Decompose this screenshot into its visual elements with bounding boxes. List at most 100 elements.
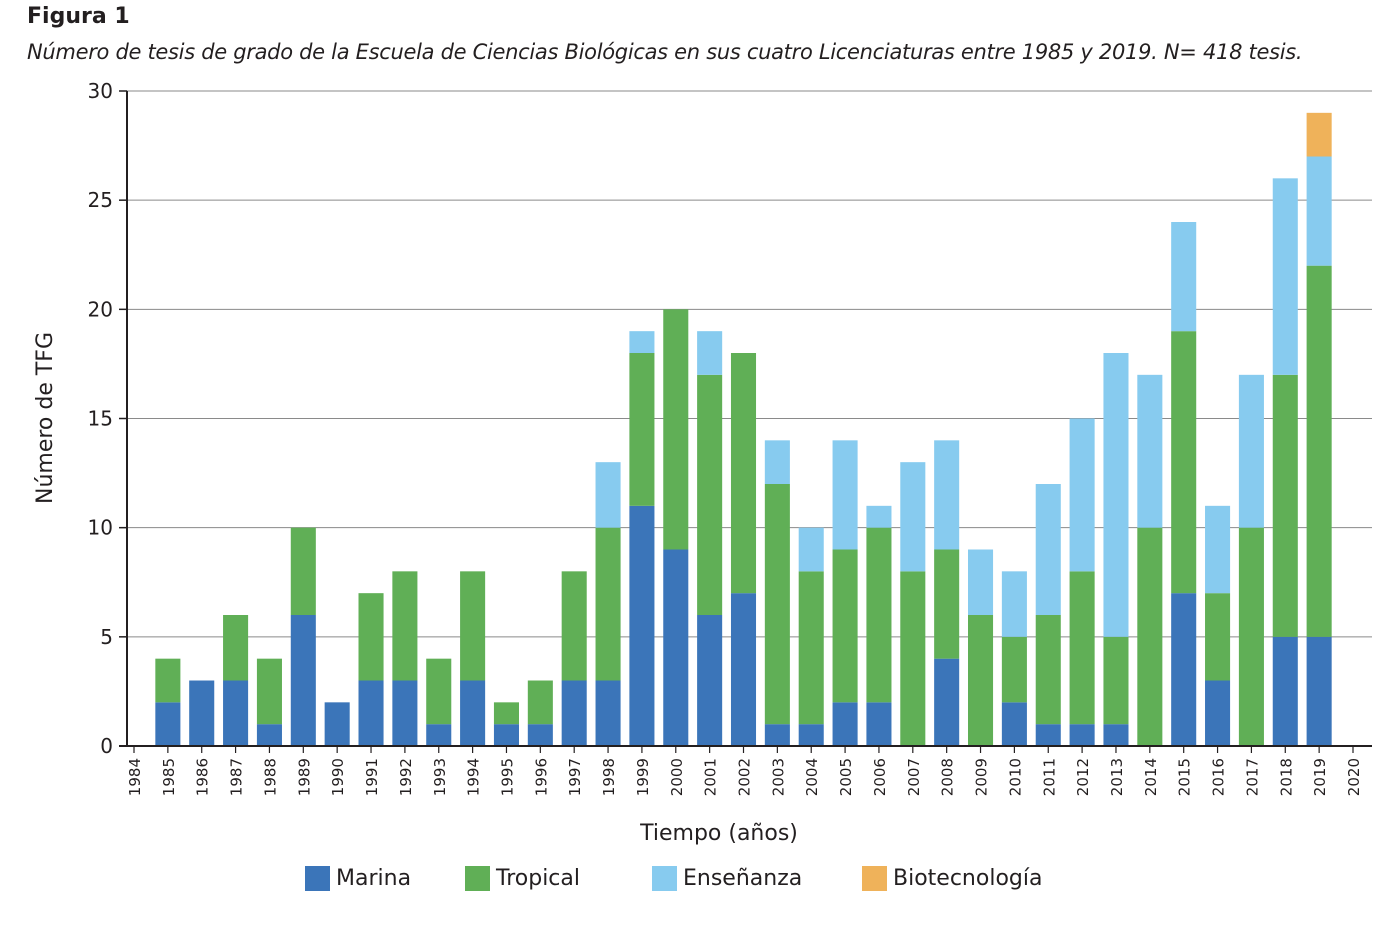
x-tick-label: 2019 bbox=[1311, 758, 1329, 796]
x-tick-label: 1998 bbox=[600, 758, 618, 796]
bar-marina-2012 bbox=[1069, 724, 1095, 746]
x-tick-label: 2018 bbox=[1277, 758, 1295, 796]
bar-tropical-2000 bbox=[663, 309, 689, 550]
bar-marina-2000 bbox=[663, 549, 689, 746]
bar-tropical-1992 bbox=[392, 571, 418, 681]
bar-biotecnolog-a-2019 bbox=[1306, 112, 1332, 157]
x-tick-label: 2009 bbox=[973, 758, 991, 796]
x-tick-label: 1997 bbox=[566, 758, 584, 796]
x-tick-label: 1995 bbox=[498, 758, 516, 796]
x-tick-label: 1989 bbox=[295, 758, 313, 796]
bar-ense-anza-1998 bbox=[595, 462, 621, 528]
bar-tropical-2003 bbox=[764, 484, 790, 725]
x-tick-label: 2017 bbox=[1243, 758, 1261, 796]
bar-tropical-1994 bbox=[460, 571, 486, 681]
y-tick-label: 0 bbox=[100, 734, 113, 758]
bar-tropical-1995 bbox=[493, 702, 520, 725]
legend-swatch bbox=[862, 866, 887, 891]
bar-marina-2008 bbox=[934, 658, 960, 746]
x-tick-label: 2011 bbox=[1040, 758, 1058, 796]
y-tick-label: 10 bbox=[88, 516, 113, 540]
bar-ense-anza-1999 bbox=[629, 331, 655, 353]
bar-marina-1994 bbox=[460, 680, 486, 746]
y-tick-label: 20 bbox=[88, 297, 113, 321]
bar-ense-anza-2016 bbox=[1205, 505, 1231, 594]
bar-tropical-1999 bbox=[629, 353, 655, 506]
x-tick-label: 2003 bbox=[769, 758, 787, 796]
bar-marina-1986 bbox=[189, 680, 215, 746]
bar-tropical-1987 bbox=[223, 615, 249, 681]
stacked-bar-chart: 0 5 10 15 20 25 30 1984 1985 1986 1987 1988 1989 1990… bbox=[33, 79, 1372, 846]
x-axis-title: Tiempo (años) bbox=[639, 821, 798, 846]
bar-ense-anza-2015 bbox=[1171, 222, 1197, 332]
bar-ense-anza-2010 bbox=[1001, 571, 1027, 637]
bar-marina-2019 bbox=[1306, 636, 1332, 746]
y-axis-title: Número de TFG bbox=[33, 332, 58, 504]
bar-ense-anza-2014 bbox=[1137, 374, 1163, 528]
x-tick-label: 2006 bbox=[871, 758, 889, 796]
bar-marina-2011 bbox=[1035, 724, 1061, 746]
legend-item-marina: Marina bbox=[305, 866, 411, 891]
bar-ense-anza-2006 bbox=[866, 505, 892, 528]
bar-marina-2016 bbox=[1205, 680, 1231, 746]
bar-ense-anza-2005 bbox=[832, 440, 858, 550]
x-tick-label: 2002 bbox=[736, 758, 754, 796]
legend-item-tropical: Tropical bbox=[465, 866, 580, 891]
figure-caption: Número de tesis de grado de la Escuela d… bbox=[27, 40, 1303, 64]
x-tick-label: 2007 bbox=[905, 758, 923, 796]
bar-tropical-2015 bbox=[1171, 331, 1197, 594]
bar-marina-1999 bbox=[629, 505, 655, 746]
x-tick-label: 1986 bbox=[194, 758, 212, 796]
bar-marina-1996 bbox=[527, 724, 553, 746]
bar-ense-anza-2019 bbox=[1306, 156, 1332, 266]
bar-tropical-2002 bbox=[730, 353, 757, 594]
x-tick-label: 1994 bbox=[465, 758, 483, 796]
x-tick-label: 1985 bbox=[160, 758, 178, 796]
x-tick-label: 2014 bbox=[1142, 758, 1160, 796]
legend-swatch bbox=[652, 866, 677, 891]
x-tick-label: 1992 bbox=[397, 758, 415, 796]
bar-marina-2010 bbox=[1001, 702, 1027, 746]
x-tick-label: 1991 bbox=[363, 758, 381, 796]
x-tick-label: 1996 bbox=[532, 758, 550, 796]
y-tick-label: 25 bbox=[88, 188, 113, 212]
x-tick-label: 2020 bbox=[1345, 758, 1363, 796]
bar-tropical-1985 bbox=[155, 658, 181, 703]
bar-ense-anza-2011 bbox=[1035, 484, 1061, 615]
bar-marina-1998 bbox=[595, 680, 621, 746]
bar-tropical-2018 bbox=[1272, 374, 1298, 637]
x-tick-label: 2004 bbox=[803, 758, 821, 796]
bar-marina-1991 bbox=[358, 680, 384, 746]
bar-marina-2013 bbox=[1103, 724, 1129, 746]
bar-tropical-2009 bbox=[967, 615, 994, 746]
bar-ense-anza-2018 bbox=[1272, 178, 1298, 375]
bar-marina-1989 bbox=[290, 615, 316, 746]
x-tick-label: 1988 bbox=[261, 758, 279, 796]
bar-marina-2005 bbox=[832, 702, 858, 746]
bar-marina-2015 bbox=[1171, 593, 1197, 746]
y-tick-label: 5 bbox=[100, 625, 113, 649]
bar-tropical-1991 bbox=[358, 593, 384, 681]
bar-marina-1997 bbox=[561, 680, 587, 746]
legend-swatch bbox=[305, 866, 330, 891]
legend-label: Biotecnología bbox=[893, 866, 1043, 891]
bar-tropical-2019 bbox=[1306, 265, 1332, 637]
bar-marina-2004 bbox=[798, 724, 824, 746]
bar-tropical-2006 bbox=[866, 527, 892, 703]
x-tick-label: 1987 bbox=[228, 758, 246, 796]
legend-label: Enseñanza bbox=[683, 866, 803, 891]
bar-tropical-2001 bbox=[697, 374, 723, 615]
bar-tropical-2012 bbox=[1069, 571, 1095, 725]
bar-tropical-1993 bbox=[426, 658, 452, 725]
bar-ense-anza-2003 bbox=[764, 440, 790, 484]
bar-marina-2006 bbox=[866, 702, 892, 746]
bar-tropical-2010 bbox=[1001, 636, 1027, 703]
bar-tropical-2008 bbox=[934, 549, 960, 659]
x-tick-label: 2010 bbox=[1006, 758, 1024, 796]
x-tick-label: 2016 bbox=[1210, 758, 1228, 796]
x-tick-label: 1984 bbox=[126, 758, 144, 796]
x-tick-label: 2000 bbox=[668, 758, 686, 796]
x-tick-label: 1993 bbox=[431, 758, 449, 796]
bar-tropical-2014 bbox=[1137, 527, 1163, 746]
bar-marina-1993 bbox=[426, 724, 452, 746]
